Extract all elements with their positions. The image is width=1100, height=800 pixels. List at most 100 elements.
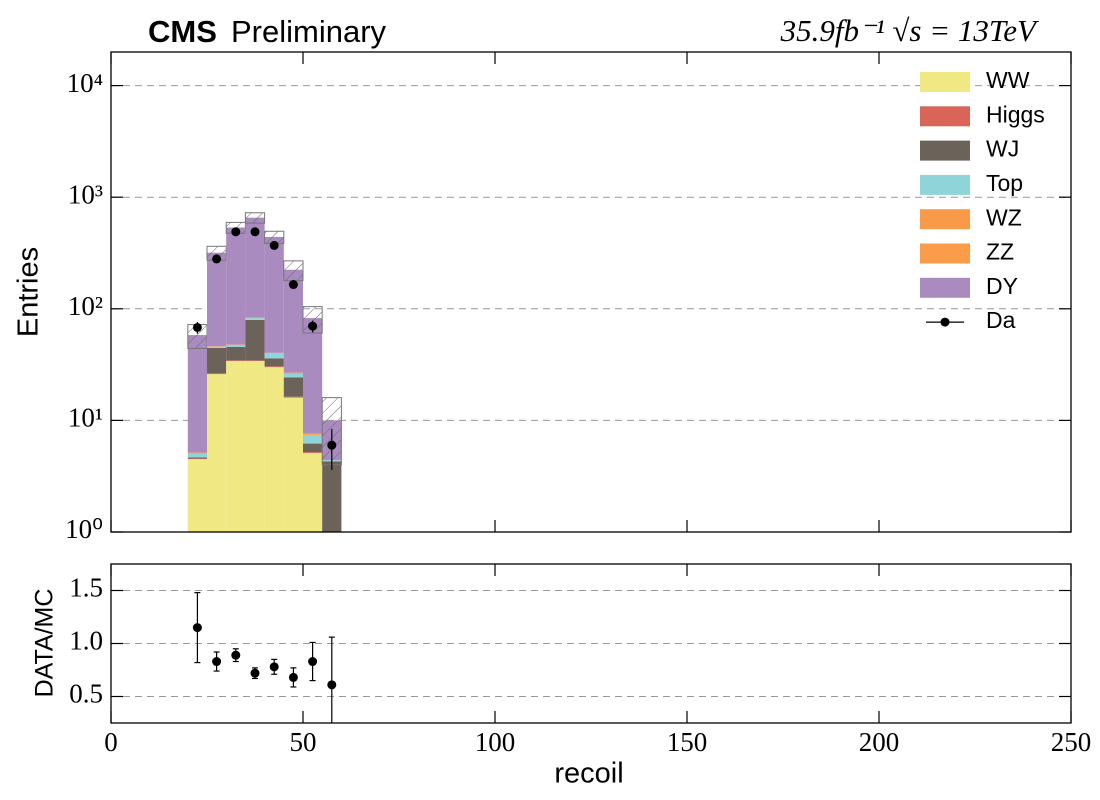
hist-bar — [207, 374, 227, 532]
hist-bar — [283, 373, 303, 378]
legend-swatch — [920, 243, 970, 264]
hist-bar — [283, 269, 303, 373]
hist-bar — [187, 459, 207, 532]
data-point — [231, 227, 241, 237]
hist-bar — [207, 252, 227, 347]
hist-bar — [226, 360, 246, 362]
ratio-point — [192, 623, 202, 633]
legend-swatch — [920, 277, 970, 298]
x-tick-label: 50 — [290, 727, 317, 757]
hist-bar — [207, 347, 227, 373]
axes-frame — [110, 563, 1072, 724]
legend-label: Da — [986, 307, 1016, 333]
hist-bar — [264, 353, 284, 354]
hist-bar — [187, 458, 207, 460]
y-tick-label: 10³ — [68, 179, 103, 209]
y-axis-label: Entries — [13, 247, 45, 337]
legend-label: Higgs — [986, 101, 1045, 127]
data-point — [327, 440, 337, 450]
data-point — [212, 254, 222, 264]
ratio-y-axis-label: DATA/MC — [31, 589, 59, 698]
hist-bar — [303, 434, 323, 435]
hist-bar — [226, 361, 246, 532]
ratio-point — [231, 650, 241, 660]
hist-bar — [207, 372, 227, 375]
uncertainty-band — [302, 306, 323, 334]
hist-bar — [245, 361, 265, 532]
x-tick-label: 150 — [667, 727, 708, 757]
hist-bar — [283, 397, 303, 532]
hist-bar — [226, 344, 246, 346]
hist-bar — [264, 366, 284, 368]
hist-bar — [187, 457, 207, 459]
x-tick-label: 250 — [1051, 727, 1092, 757]
hist-bar — [283, 372, 303, 374]
hist-bar — [303, 433, 323, 435]
legend-label: WW — [986, 67, 1030, 93]
legend-swatch — [920, 106, 970, 127]
title: CMS — [148, 14, 217, 49]
subtitle: Preliminary — [231, 14, 387, 49]
x-tick-label: 200 — [859, 727, 900, 757]
hist-bar — [245, 217, 265, 318]
hist-bar — [322, 461, 342, 532]
hist-bar — [303, 443, 323, 453]
hist-bar — [187, 335, 207, 453]
legend-swatch — [920, 209, 970, 230]
hist-bar — [303, 452, 323, 454]
axes-frame — [110, 51, 1072, 533]
legend-label: ZZ — [986, 239, 1014, 265]
hist-bar — [283, 377, 303, 397]
hist-bar — [226, 346, 246, 361]
y-tick-label: 10⁴ — [67, 68, 103, 98]
y-tick-label: 0.5 — [69, 679, 103, 709]
plot-area — [187, 212, 342, 532]
x-axis-label: recoil — [554, 758, 623, 790]
legend-label: Top — [986, 170, 1023, 196]
y-tick-label: 1.0 — [69, 626, 103, 656]
hist-bar — [226, 345, 246, 347]
legend-swatch — [920, 140, 970, 161]
legend-label: WZ — [986, 204, 1022, 230]
ratio-point — [308, 657, 318, 667]
ratio-point — [269, 662, 279, 672]
ratio-point — [212, 657, 222, 667]
hist-bar — [245, 319, 265, 361]
legend-swatch — [920, 72, 970, 92]
hist-bar — [207, 346, 227, 348]
y-tick-label: 10² — [68, 291, 103, 321]
legend-data-point — [940, 317, 950, 327]
legend-label: WJ — [986, 136, 1019, 162]
hist-bar — [283, 396, 303, 398]
y-tick-label: 1.5 — [69, 573, 103, 603]
hist-bar — [245, 318, 265, 320]
data-point — [308, 321, 318, 331]
lumi-label: 35.9fb⁻¹ √s = 13TeV — [780, 13, 1039, 48]
hist-bar — [264, 367, 284, 532]
hist-bar — [187, 453, 207, 458]
data-point — [288, 280, 298, 290]
legend-swatch — [920, 174, 970, 195]
hist-bar — [264, 358, 284, 367]
hist-bar — [303, 434, 323, 444]
plot-area — [192, 592, 337, 723]
ratio-point — [288, 672, 298, 682]
ratio-point — [250, 668, 260, 678]
legend-label: DY — [986, 273, 1018, 299]
y-tick-label: 10¹ — [68, 403, 103, 433]
uncertainty-band — [244, 212, 266, 224]
data-point — [269, 240, 279, 250]
hist-bar — [303, 318, 323, 434]
y-tick-label: 10⁰ — [65, 514, 103, 544]
ratio-point — [327, 680, 337, 690]
hist-bar — [264, 236, 284, 353]
x-tick-label: 100 — [475, 727, 516, 757]
uncertainty-band — [283, 260, 304, 282]
hist-bar — [226, 227, 246, 345]
hist-bar — [245, 360, 265, 362]
x-tick-label: 0 — [104, 727, 118, 757]
data-point — [192, 322, 202, 332]
data-point — [250, 227, 260, 237]
hist-bar — [303, 453, 323, 532]
